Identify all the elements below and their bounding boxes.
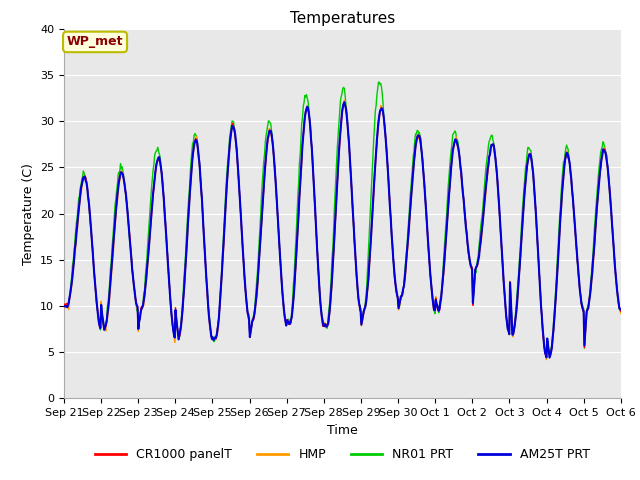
Text: WP_met: WP_met — [67, 36, 124, 48]
Y-axis label: Temperature (C): Temperature (C) — [22, 163, 35, 264]
X-axis label: Time: Time — [327, 424, 358, 437]
Legend: CR1000 panelT, HMP, NR01 PRT, AM25T PRT: CR1000 panelT, HMP, NR01 PRT, AM25T PRT — [90, 443, 595, 466]
Title: Temperatures: Temperatures — [290, 11, 395, 26]
